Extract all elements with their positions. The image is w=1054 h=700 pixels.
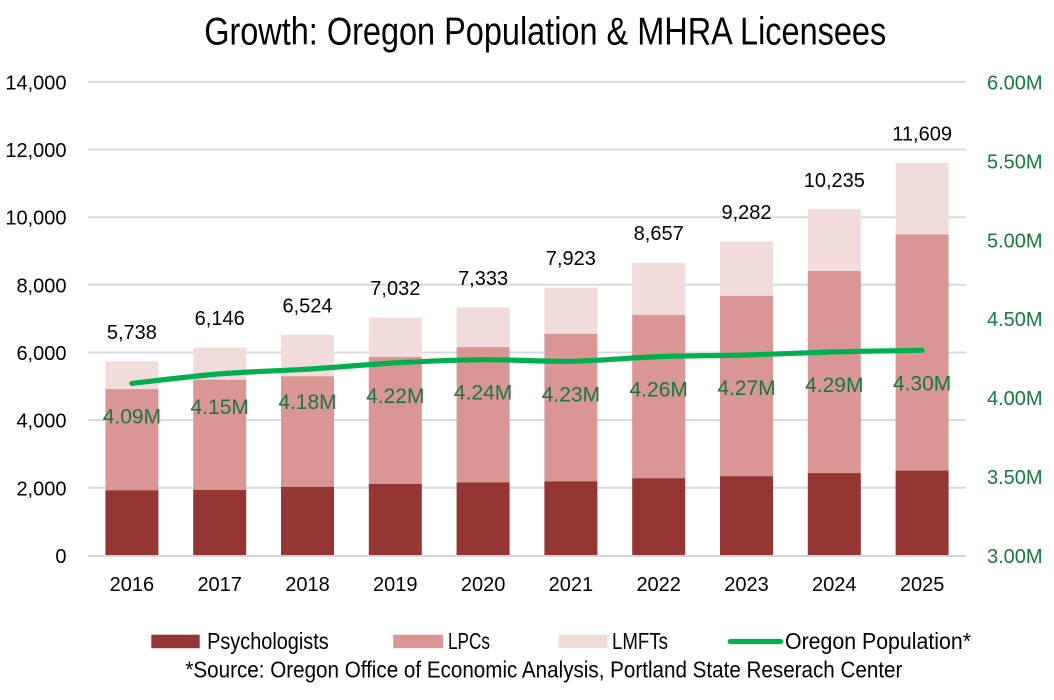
svg-text:5.00M: 5.00M: [987, 230, 1043, 252]
svg-text:2024: 2024: [812, 574, 857, 596]
svg-text:7,032: 7,032: [370, 278, 420, 300]
svg-text:4.15M: 4.15M: [191, 396, 249, 419]
svg-text:Growth: Oregon Population & MH: Growth: Oregon Population & MHRA License…: [204, 11, 886, 54]
svg-text:4.50M: 4.50M: [987, 309, 1043, 331]
svg-text:10,235: 10,235: [804, 170, 865, 192]
svg-text:5.50M: 5.50M: [987, 151, 1043, 173]
svg-text:7,333: 7,333: [458, 268, 508, 290]
svg-text:2021: 2021: [549, 574, 594, 596]
svg-text:3.50M: 3.50M: [987, 467, 1043, 489]
svg-text:2016: 2016: [110, 574, 155, 596]
svg-text:2019: 2019: [373, 574, 418, 596]
svg-text:LPCs: LPCs: [448, 628, 490, 654]
svg-text:4.27M: 4.27M: [717, 377, 775, 400]
svg-text:2020: 2020: [461, 574, 506, 596]
svg-text:2023: 2023: [724, 574, 769, 596]
svg-text:4.09M: 4.09M: [103, 405, 161, 428]
svg-text:5,738: 5,738: [107, 322, 157, 344]
svg-text:4.26M: 4.26M: [630, 379, 688, 402]
svg-text:4.30M: 4.30M: [893, 372, 951, 395]
svg-text:4.00M: 4.00M: [987, 388, 1043, 410]
svg-text:4.29M: 4.29M: [805, 374, 863, 397]
svg-text:Oregon Population*: Oregon Population*: [785, 628, 971, 654]
svg-text:11,609: 11,609: [892, 123, 952, 145]
svg-text:4.23M: 4.23M: [542, 383, 600, 406]
svg-text:2017: 2017: [197, 574, 242, 596]
svg-text:14,000: 14,000: [5, 72, 66, 94]
svg-text:6,524: 6,524: [282, 295, 332, 317]
svg-text:2025: 2025: [900, 574, 945, 596]
svg-text:12,000: 12,000: [5, 140, 66, 162]
svg-text:7,923: 7,923: [546, 248, 596, 270]
svg-text:4.18M: 4.18M: [278, 391, 336, 414]
svg-text:2018: 2018: [285, 574, 330, 596]
svg-text:6.00M: 6.00M: [987, 72, 1043, 94]
svg-text:4.22M: 4.22M: [366, 385, 424, 408]
svg-text:2022: 2022: [636, 574, 681, 596]
svg-text:6,000: 6,000: [16, 343, 66, 365]
svg-text:4,000: 4,000: [16, 411, 66, 433]
svg-text:9,282: 9,282: [721, 202, 771, 224]
svg-text:6,146: 6,146: [195, 308, 245, 330]
svg-text:LMFTs: LMFTs: [612, 628, 668, 654]
svg-text:2,000: 2,000: [16, 478, 66, 500]
svg-text:10,000: 10,000: [5, 208, 66, 230]
svg-text:*Source: Oregon Office of Econ: *Source: Oregon Office of Economic Analy…: [185, 657, 902, 683]
svg-text:8,657: 8,657: [634, 223, 684, 245]
svg-text:0: 0: [55, 546, 66, 568]
svg-text:Psychologists: Psychologists: [207, 628, 329, 654]
svg-text:4.24M: 4.24M: [454, 382, 512, 405]
svg-text:3.00M: 3.00M: [987, 546, 1043, 568]
svg-text:8,000: 8,000: [16, 275, 66, 297]
